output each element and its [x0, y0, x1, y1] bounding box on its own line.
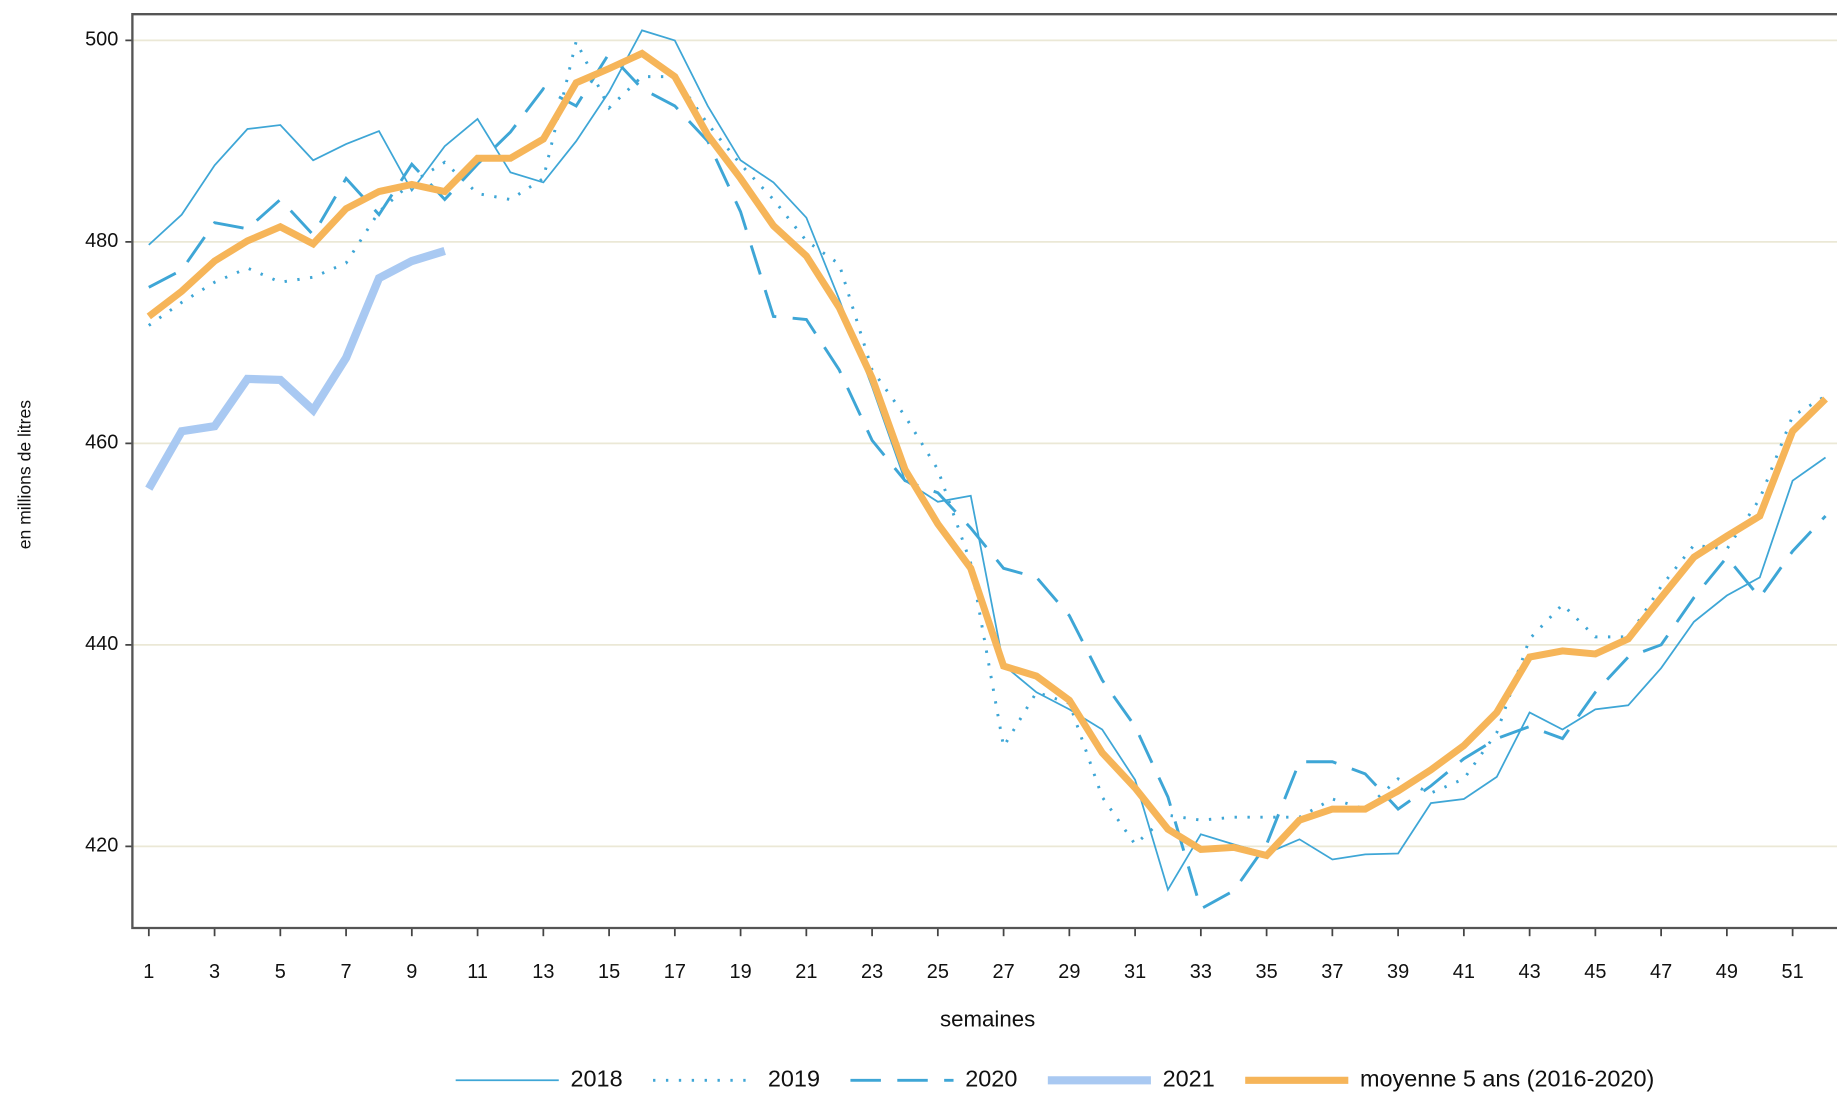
x-tick-label: 5: [275, 961, 286, 983]
y-axis-label: en millions de litres: [14, 400, 34, 550]
legend: 2018 2019 2020 2021 moyenne 5 ans (2016-2020…: [455, 1065, 1654, 1091]
legend-label: 2021: [1163, 1065, 1215, 1091]
x-tick-label: 19: [730, 961, 752, 983]
data-line: [146, 49, 1828, 860]
x-axis-label: semaines: [940, 1006, 1035, 1031]
y-tick-label: 460: [85, 432, 118, 454]
x-tick-label: 7: [341, 961, 352, 983]
data-line: [148, 29, 1827, 892]
x-tick-label: 3: [209, 961, 220, 983]
x-tick-label: 47: [1650, 961, 1672, 983]
legend-label: 2020: [965, 1065, 1017, 1091]
x-tick-label: 27: [993, 961, 1015, 983]
x-tick-label: 49: [1716, 961, 1738, 983]
y-tick-label: 440: [85, 633, 118, 655]
x-tick-label: 13: [532, 961, 554, 983]
y-tick-label: 500: [85, 29, 118, 51]
x-tick-label: 51: [1782, 961, 1804, 983]
x-tick-label: 35: [1256, 961, 1278, 983]
x-tick-label: 33: [1190, 961, 1212, 983]
x-tick-label: 1: [143, 961, 154, 983]
plot-frame: [131, 13, 1837, 930]
x-tick-label: 23: [861, 961, 883, 983]
x-tick-label: 15: [598, 961, 620, 983]
y-tick-label: 420: [85, 835, 118, 857]
x-tick-label: 31: [1124, 961, 1146, 983]
data-line: [145, 247, 446, 491]
legend-label: 2019: [768, 1065, 820, 1091]
x-tick-label: 11: [467, 961, 488, 983]
x-tick-label: 21: [795, 961, 817, 983]
y-tick-label: 480: [85, 230, 118, 252]
x-tick-label: 39: [1387, 961, 1409, 983]
data-line: [148, 51, 1827, 912]
x-tick-label: 45: [1584, 961, 1606, 983]
x-tick-label: 37: [1321, 961, 1343, 983]
x-tick-label: 9: [406, 961, 417, 983]
x-tick-label: 25: [927, 961, 949, 983]
legend-label: moyenne 5 ans (2016-2020): [1360, 1065, 1654, 1091]
x-tick-label: 43: [1519, 961, 1541, 983]
x-tick-label: 17: [664, 961, 686, 983]
x-tick-label: 41: [1453, 961, 1475, 983]
legend-label: 2018: [570, 1065, 622, 1091]
x-tick-label: 29: [1058, 961, 1080, 983]
